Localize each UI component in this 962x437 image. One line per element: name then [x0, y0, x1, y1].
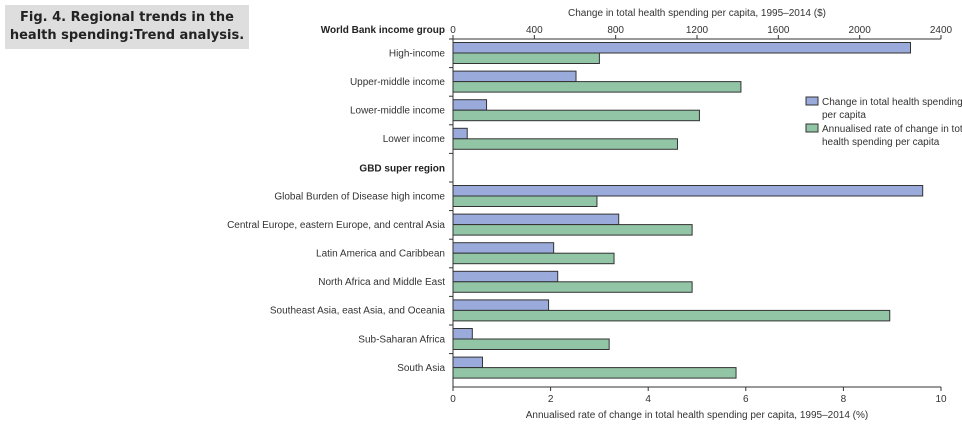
bottom-tick-label: 0: [450, 394, 456, 405]
top-axis: 0 400 800 1200 1600 2000 2400: [450, 25, 953, 40]
category-label: Global Burden of Disease high income: [274, 191, 445, 202]
top-tick-label: 1200: [686, 25, 709, 36]
bar-rate: [452, 52, 600, 64]
bar-rate: [452, 109, 700, 122]
caption-line-1: Fig. 4. Regional trends in the: [20, 10, 234, 25]
top-tick-label: 2000: [849, 25, 872, 36]
legend-label-cont: health spending per capita: [822, 137, 940, 148]
legend-label: Annualised rate of change in total: [822, 124, 962, 135]
bar-change: [452, 356, 483, 369]
category-label: Upper-middle income: [350, 77, 445, 88]
bar-change: [452, 328, 473, 340]
bar-change: [452, 42, 911, 54]
bar-change: [452, 299, 550, 311]
bar-rate: [452, 281, 693, 293]
bar-rate: [452, 309, 891, 322]
bar-change: [452, 127, 468, 140]
bar-rate: [452, 224, 693, 236]
bar-rate: [452, 252, 615, 265]
bar-change: [452, 185, 924, 197]
legend-label: Change in total health spending: [822, 97, 962, 108]
legend-label-cont: per capita: [822, 110, 866, 121]
bottom-tick-label: 8: [841, 394, 847, 405]
top-tick-label: 1600: [767, 25, 790, 36]
bar-rate: [452, 81, 742, 93]
category-label: High-income: [389, 48, 446, 59]
top-axis-title: Change in total health spending per capi…: [568, 8, 826, 19]
top-tick-label: 400: [526, 25, 543, 36]
caption-line-2: health spending:Trend analysis.: [9, 28, 245, 43]
bar-rate: [452, 338, 610, 350]
bar-rate: [452, 367, 737, 379]
bottom-tick-label: 4: [645, 394, 651, 405]
bottom-axis-title: Annualised rate of change in total healt…: [526, 410, 868, 421]
bar-change: [452, 99, 488, 111]
bar-change: [452, 70, 577, 83]
category-label: Southeast Asia, east Asia, and Oceania: [270, 306, 446, 317]
bottom-tick-label: 2: [548, 394, 554, 405]
category-label: Latin America and Caribbean: [316, 249, 445, 260]
category-label: Sub-Saharan Africa: [358, 334, 445, 345]
category-label: Lower income: [383, 134, 446, 145]
legend-swatch: [805, 96, 819, 106]
bar-change: [452, 213, 620, 226]
bars: [452, 42, 924, 379]
bar-rate: [452, 195, 598, 207]
legend-swatch: [805, 123, 819, 133]
category-label: Central Europe, eastern Europe, and cent…: [227, 220, 445, 231]
category-label: Lower-middle income: [350, 106, 445, 117]
category-label: South Asia: [397, 363, 445, 374]
top-tick-label: 800: [607, 25, 624, 36]
bar-rate: [452, 138, 678, 150]
category-axis: [449, 38, 454, 387]
bar-change: [452, 242, 555, 254]
bottom-tick-label: 10: [935, 394, 947, 405]
group-title: World Bank income group: [321, 25, 445, 36]
top-tick-label: 0: [450, 25, 456, 36]
category-labels: World Bank income group High-income Upper-…: [227, 25, 445, 374]
legend: Change in total health spending per capit…: [805, 96, 962, 148]
bottom-axis: 0 2 4 6 8 10: [450, 386, 947, 405]
top-tick-label: 2400: [930, 25, 953, 36]
category-label: North Africa and Middle East: [318, 277, 445, 288]
bar-change: [452, 270, 559, 283]
group-title: GBD super region: [359, 164, 445, 175]
bottom-tick-label: 6: [743, 394, 749, 405]
figure-caption: Fig. 4. Regional trends in the health sp…: [5, 5, 249, 49]
